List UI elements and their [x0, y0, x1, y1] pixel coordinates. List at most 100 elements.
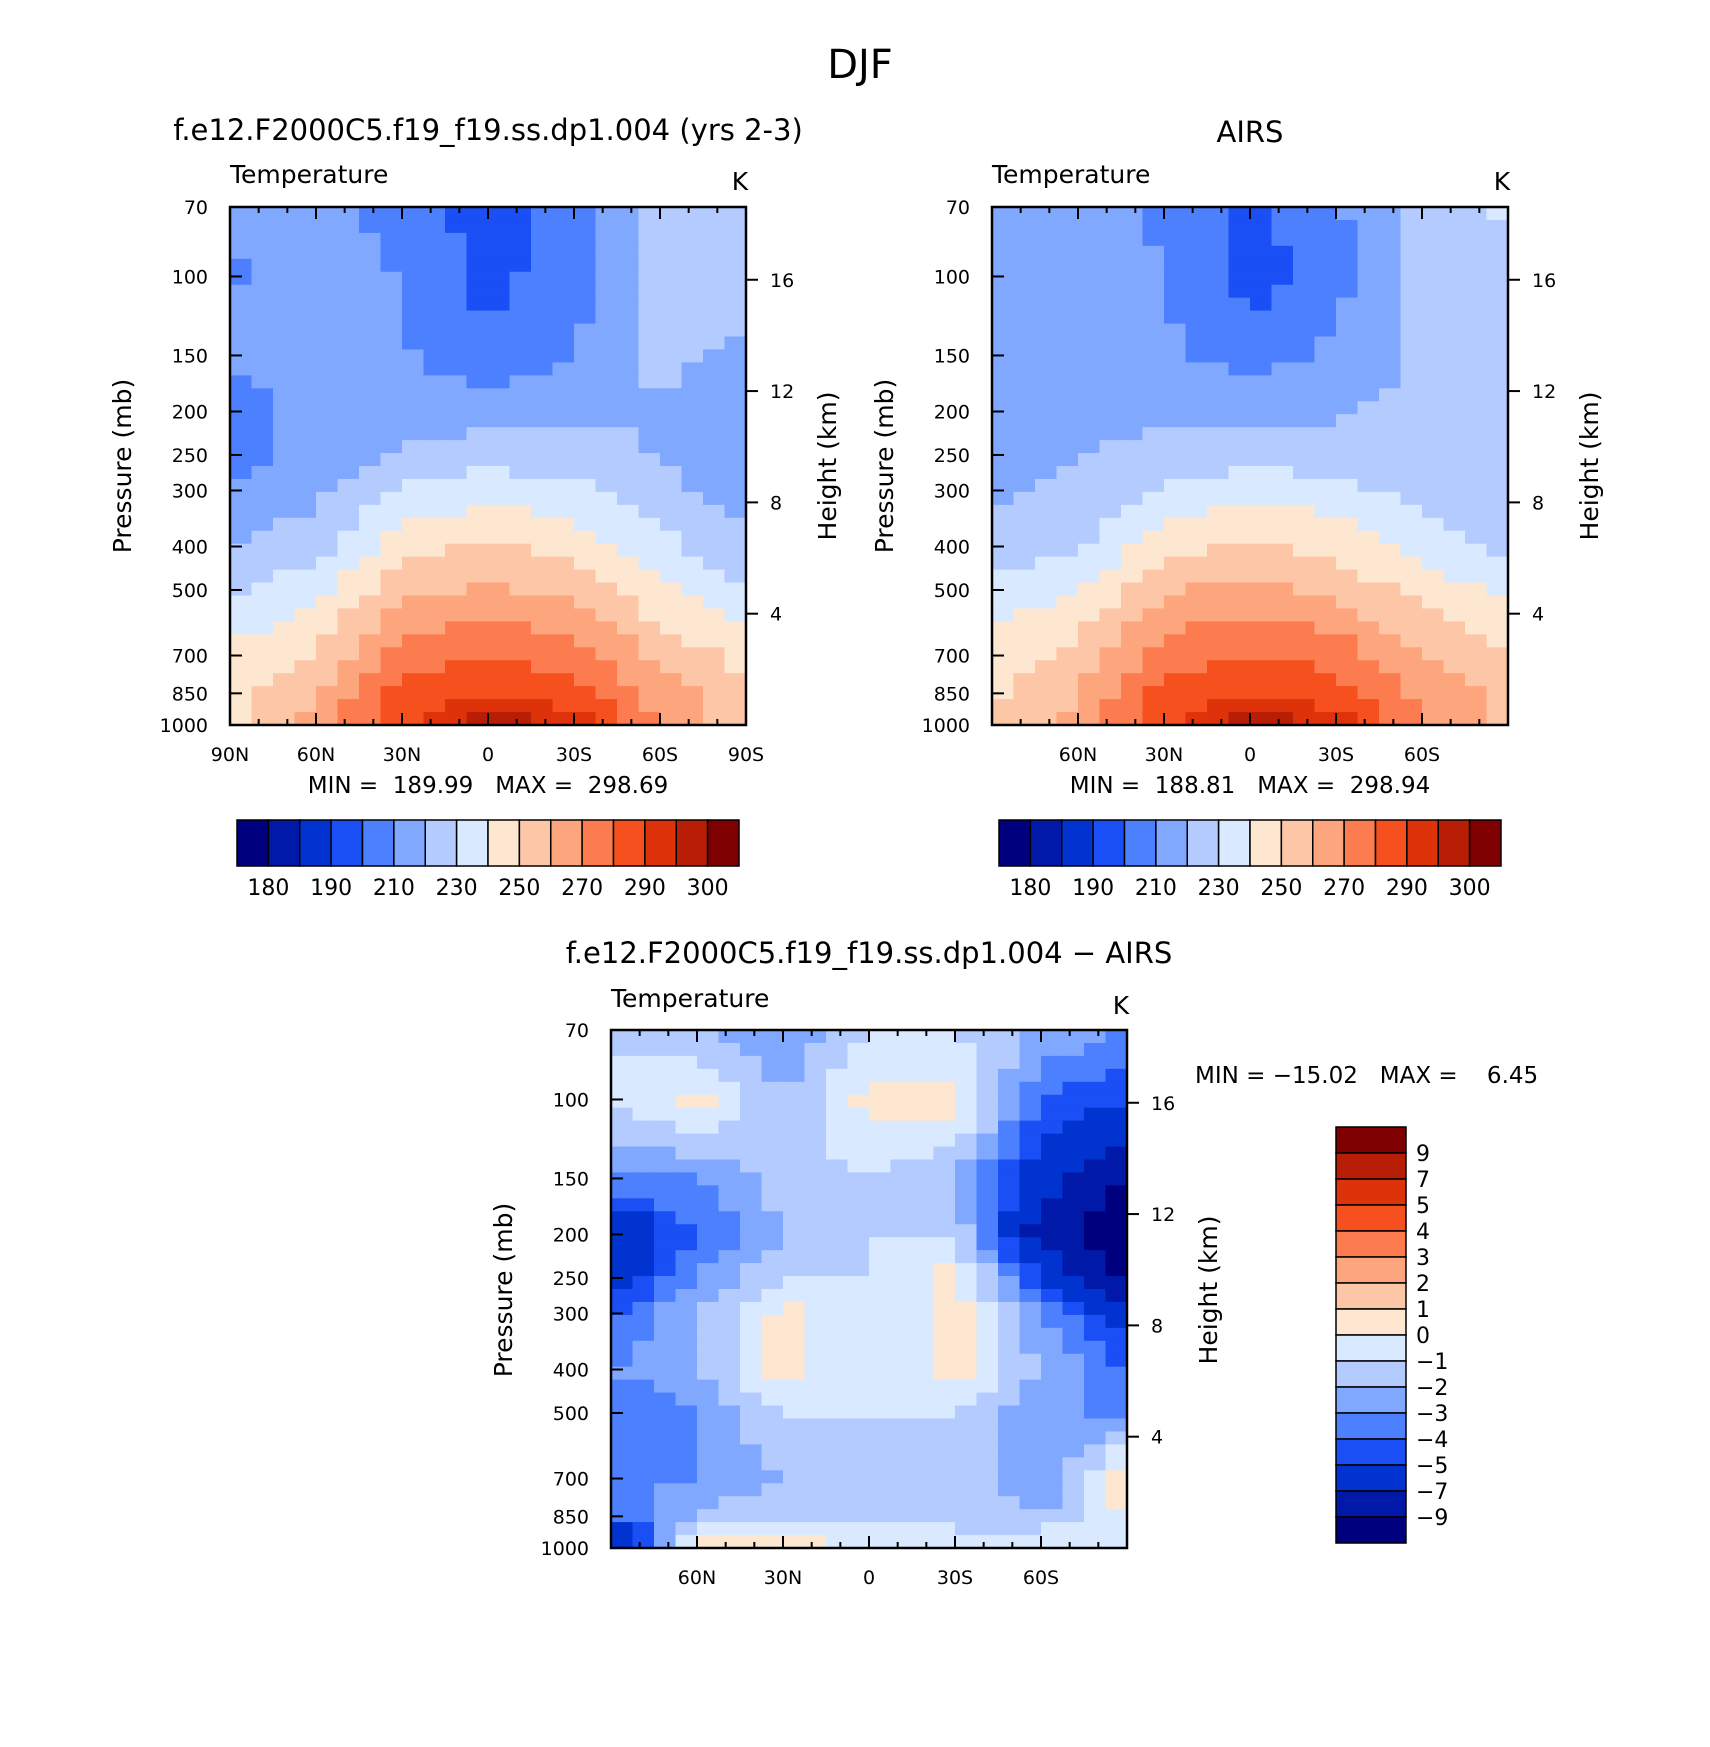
model-cell: [316, 608, 339, 622]
model-cell: [681, 660, 704, 674]
obs-cell: [1314, 284, 1337, 299]
panel-model-colorbar: 180 190 210 230 250 270 290 300: [236, 819, 740, 901]
obs-cell: [1486, 375, 1508, 389]
model-cell: [359, 207, 382, 221]
diff-cell: [869, 1211, 892, 1225]
model-cell: [724, 310, 746, 325]
model-cell: [337, 491, 360, 506]
obs-cell: [1465, 440, 1488, 454]
obs-cell: [1443, 336, 1466, 351]
model-cell: [509, 530, 532, 545]
diff-cell: [933, 1094, 956, 1109]
model-cell: [445, 595, 468, 610]
model-cell: [359, 362, 382, 376]
obs-cell: [1422, 453, 1445, 467]
model-cell: [617, 284, 640, 299]
model-cell: [552, 323, 575, 338]
obs-cell: [1228, 660, 1251, 674]
obs-cell: [1142, 699, 1165, 713]
obs-cell: [1422, 336, 1445, 351]
obs-cell: [1400, 453, 1423, 467]
diff-cell: [611, 1470, 634, 1484]
obs-cell: [1486, 608, 1508, 622]
model-cell: [574, 582, 597, 597]
obs-cell: [1207, 349, 1230, 363]
model-cell: [423, 699, 446, 713]
obs-cell: [1164, 712, 1187, 725]
obs-cell: [1357, 608, 1380, 622]
obs-cell: [1465, 271, 1488, 286]
obs-cell: [1099, 608, 1122, 622]
obs-cell: [1293, 699, 1316, 713]
model-cell: [509, 284, 532, 299]
model-cell: [337, 245, 360, 260]
model-cell: [617, 530, 640, 545]
obs-cell: [992, 375, 1015, 389]
diff-cell: [783, 1133, 806, 1148]
obs-cell: [1293, 427, 1316, 441]
model-cell: [466, 336, 489, 351]
obs-cell: [1271, 634, 1294, 648]
obs-cell: [1250, 232, 1273, 247]
diff-pressure-label: 150: [553, 1168, 589, 1190]
obs-cell: [1271, 517, 1294, 532]
diff-cell: [740, 1198, 763, 1212]
obs-cell: [1250, 699, 1273, 713]
obs-cell: [1336, 595, 1359, 610]
model-cell: [402, 323, 425, 338]
diff-cell: [976, 1276, 999, 1290]
obs-pressure-label: 70: [946, 197, 970, 219]
diff-cell: [826, 1509, 849, 1523]
diff-cell: [826, 1418, 849, 1433]
diff-lat-label: 30N: [764, 1567, 802, 1589]
diff-cell: [1105, 1470, 1127, 1484]
obs-colorbar-swatch: [1123, 819, 1157, 867]
model-cell: [402, 712, 425, 725]
obs-cell: [1422, 232, 1445, 247]
diff-cell: [740, 1120, 763, 1135]
model-pressure-label: 300: [172, 480, 208, 502]
model-cell: [509, 504, 532, 519]
diff-cell: [1041, 1211, 1064, 1225]
model-cell: [380, 388, 403, 402]
diff-cell: [912, 1133, 935, 1148]
model-cell: [617, 595, 640, 610]
obs-cell: [1422, 375, 1445, 389]
diff-cell: [697, 1483, 720, 1497]
model-colorbar-swatch: [236, 819, 270, 867]
model-cell: [703, 530, 726, 545]
obs-cell: [1121, 504, 1144, 519]
model-cell: [273, 401, 296, 415]
model-cell: [552, 388, 575, 402]
diff-cell: [675, 1198, 698, 1212]
panel-diff-ylabel-right: Height (km): [1194, 1216, 1223, 1365]
model-cell: [531, 336, 554, 351]
diff-cell: [847, 1470, 870, 1484]
diff-cell: [826, 1353, 849, 1368]
model-cell: [273, 466, 296, 480]
model-cell: [574, 219, 597, 234]
model-cell: [660, 595, 683, 610]
diff-cell: [740, 1483, 763, 1497]
obs-cell: [1314, 478, 1337, 493]
model-cell: [681, 271, 704, 286]
obs-cell: [1486, 271, 1508, 286]
model-cell: [359, 401, 382, 415]
obs-cell: [1035, 569, 1058, 584]
obs-cell: [1099, 453, 1122, 467]
diff-cell: [1019, 1094, 1042, 1109]
diff-cell: [718, 1301, 741, 1316]
model-cell: [466, 349, 489, 363]
obs-cell: [1250, 504, 1273, 519]
model-cell: [251, 647, 274, 661]
obs-cell: [1250, 375, 1273, 389]
model-cell: [423, 660, 446, 674]
model-cell: [230, 647, 253, 661]
model-cell: [509, 466, 532, 480]
obs-cell: [1056, 323, 1079, 338]
model-cell: [595, 453, 618, 467]
diff-lat-label: 60N: [678, 1567, 716, 1589]
diff-cell: [654, 1172, 677, 1186]
model-cell: [294, 401, 317, 415]
obs-cell: [1400, 271, 1423, 286]
